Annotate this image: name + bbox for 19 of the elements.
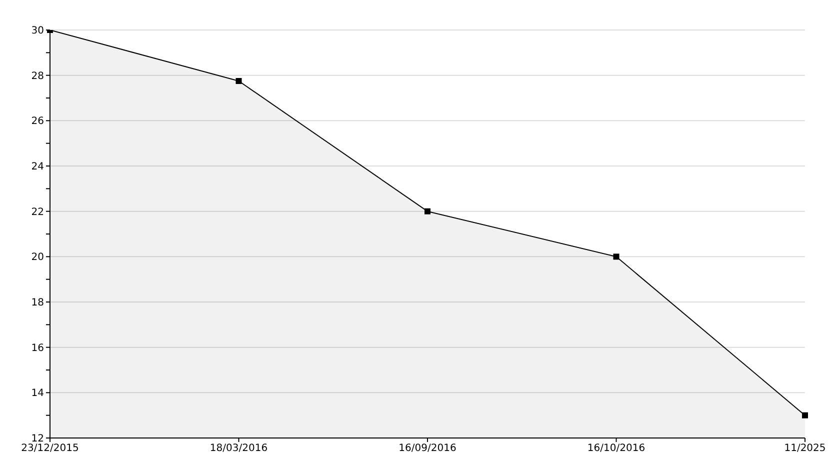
y-tick-label: 22 (31, 206, 44, 218)
point (613, 254, 620, 260)
y-tick-label: 16 (31, 342, 44, 354)
x-tick-label: 16/09/2016 (398, 443, 456, 454)
x-tick-label: 18/03/2016 (210, 443, 268, 454)
y-tick-label: 12 (31, 434, 44, 445)
y-tick-label: 28 (31, 70, 44, 82)
x-tick-label: 16/10/2016 (587, 443, 646, 454)
point (802, 412, 808, 418)
point (424, 208, 430, 214)
x-tick-label: 23/12/2015 (21, 443, 79, 454)
y-tick-label: 26 (31, 116, 44, 128)
y-tick-label: 18 (31, 298, 44, 309)
x-tick-label: 11/2025 (784, 443, 826, 454)
y-tick-label: 20 (31, 252, 44, 264)
y-tick-label: 14 (31, 388, 44, 400)
point (236, 78, 242, 84)
y-tick-label: 30 (31, 26, 44, 37)
y-tick-label: 24 (31, 162, 44, 173)
